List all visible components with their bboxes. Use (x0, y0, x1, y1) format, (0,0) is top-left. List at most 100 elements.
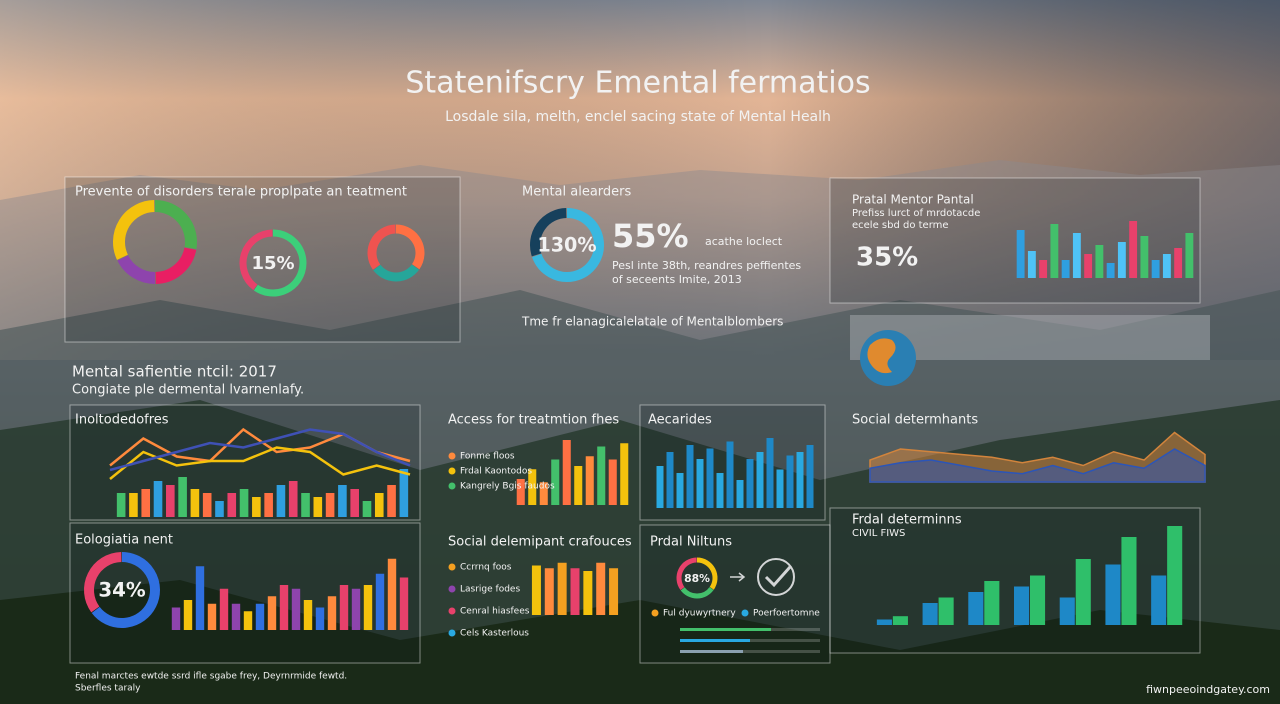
legend-label: Lasrige fodes (460, 585, 520, 595)
bar (327, 596, 337, 630)
panel-title: Prdal Niltuns (650, 535, 732, 550)
donut-segment (155, 247, 197, 284)
bar (1129, 221, 1138, 278)
panel (829, 507, 1201, 654)
legend-swatch (448, 452, 456, 460)
bar (291, 588, 301, 630)
bar (676, 473, 684, 508)
globe-land (867, 338, 896, 374)
panel-title: Pratal Mentor Pantal (852, 193, 974, 207)
bar (375, 573, 385, 630)
footer-text: Fenal marctes ewtde ssrd ifle sgabe frey… (75, 672, 347, 682)
panel-title: Social delemipant crafouces (448, 535, 632, 550)
bar (178, 477, 187, 517)
legend-label: Fonme floos (460, 452, 515, 462)
donut-segment (367, 224, 396, 270)
bar (609, 568, 619, 615)
panel-subtitle: Prefiss lurct of mrdotacde (852, 208, 980, 219)
bar (399, 469, 409, 517)
bar (183, 600, 193, 630)
panel-title: Inoltodedofres (75, 413, 169, 428)
bar (264, 493, 273, 517)
bar (219, 588, 229, 630)
check-icon (730, 558, 795, 596)
big-number: 35% (856, 243, 918, 273)
bar (666, 452, 674, 508)
bar (303, 600, 313, 630)
bar (363, 585, 373, 630)
legend-label: Frdal Kaontodos (460, 467, 532, 477)
donut-segment (84, 552, 122, 613)
donut-segment (239, 229, 273, 291)
bar (215, 501, 224, 517)
area-series (869, 448, 1206, 483)
section-title: Mental safientie ntcil: 2017 (72, 363, 277, 381)
bar (171, 607, 181, 630)
bar (583, 571, 593, 615)
arrow (730, 572, 746, 582)
bar (1050, 224, 1059, 278)
bar (195, 566, 205, 630)
bar (399, 577, 409, 630)
bar (129, 493, 138, 517)
bar (141, 489, 151, 517)
grouped-bar (1105, 564, 1121, 625)
progress-bar (680, 639, 750, 642)
bar (696, 459, 704, 508)
bar (1061, 260, 1070, 278)
bar (1072, 233, 1081, 278)
bar (796, 452, 804, 508)
panel-title: Access for treatmtion fhes (448, 413, 619, 428)
bar (190, 489, 200, 517)
panel-title: Eologiatia nent (75, 533, 173, 548)
main-subtitle: Losdale sila, melth, enclel sacing state… (445, 109, 831, 125)
panel-title: Aecarides (648, 413, 712, 428)
donut-segment (395, 224, 425, 270)
grouped-bar (892, 616, 908, 625)
progress-bar (680, 650, 743, 653)
main-title: Statenifscry Emental fermatios (405, 66, 870, 101)
bar (570, 568, 580, 615)
bar (1106, 263, 1115, 278)
panel-title: Social determhants (852, 413, 978, 428)
bar (551, 459, 560, 505)
footer-text: Sberfles taraly (75, 684, 141, 694)
bar (315, 607, 325, 630)
bar (338, 485, 347, 517)
bar (516, 479, 525, 505)
bar (202, 493, 212, 517)
bar (1162, 254, 1171, 278)
donut-segment (91, 552, 160, 628)
legend-label: Cenral hiasfees (460, 607, 530, 617)
panel (64, 176, 461, 343)
watermark: fiwnpeeoindgatey.com (1146, 683, 1270, 696)
panel-subtitle: ecele sbd do terme (852, 220, 949, 231)
legend-swatch (448, 585, 456, 593)
bar (620, 443, 629, 505)
grouped-bar (1030, 575, 1046, 625)
bar (786, 455, 794, 508)
bar (746, 459, 754, 508)
bar (531, 565, 541, 615)
bar (301, 493, 310, 517)
bar (1140, 236, 1149, 278)
bar (1117, 242, 1126, 278)
panel-title: Mental alearders (522, 185, 632, 200)
bar (776, 469, 784, 508)
legend-swatch (448, 629, 456, 637)
legend-swatch (448, 563, 456, 571)
legend-swatch (448, 607, 456, 615)
grouped-bar (1059, 597, 1075, 625)
bar (562, 440, 571, 505)
bar (1084, 254, 1093, 278)
bar (255, 603, 265, 630)
bar (276, 485, 286, 517)
grouped-bar (1121, 537, 1137, 625)
legend-swatch (741, 609, 749, 617)
bar (374, 493, 384, 517)
bar (539, 482, 548, 505)
bar (716, 473, 724, 508)
note: acathe loclect (705, 235, 783, 248)
progress-bar (680, 628, 771, 631)
